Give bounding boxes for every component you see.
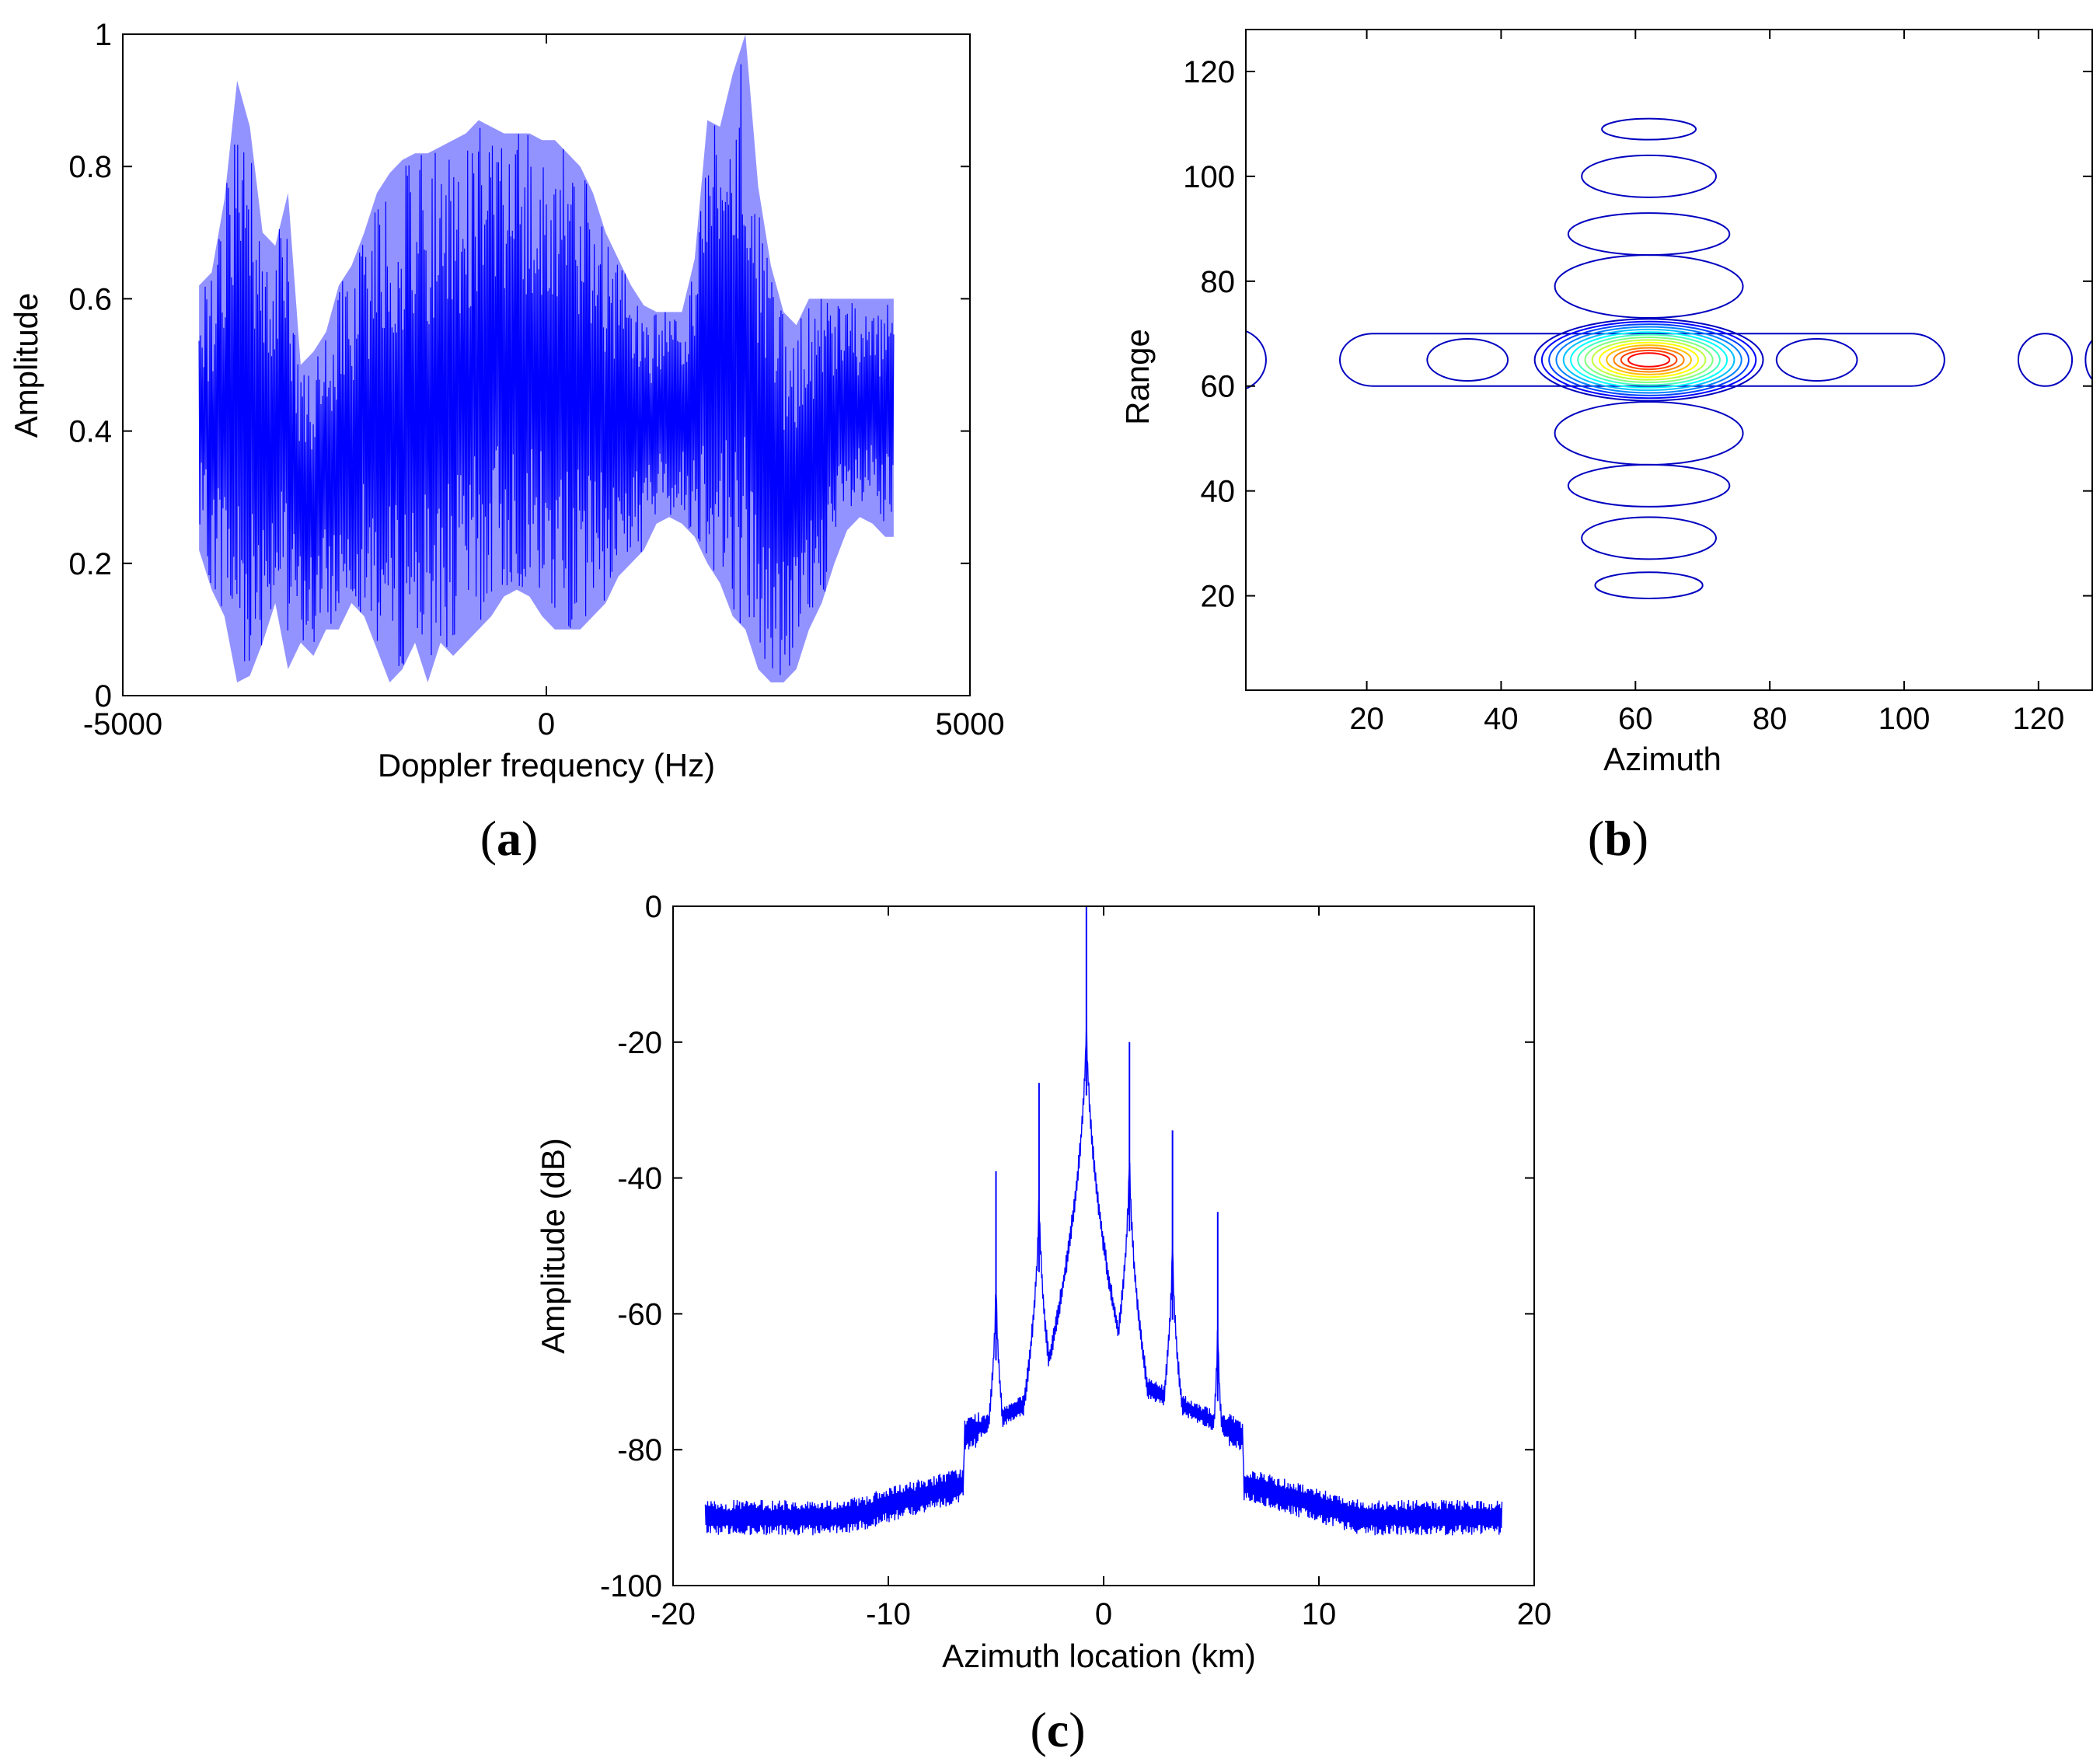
panel-c-xtick-label: -10 bbox=[866, 1597, 911, 1631]
panel-a-ytick-label: 0.4 bbox=[68, 415, 112, 449]
panel-c-xtick-label: 20 bbox=[1517, 1597, 1552, 1631]
panel-c-ytick-label: -40 bbox=[617, 1162, 662, 1196]
panel-b-mainlobe-contour bbox=[1548, 323, 1749, 396]
panel-b-azimuth-sidelobe-band bbox=[1339, 333, 1945, 387]
panel-b-mainlobe-contour bbox=[1613, 347, 1685, 373]
panel-b-mainlobe-contour bbox=[1577, 333, 1721, 386]
panel-b-mainlobe-contour bbox=[1598, 341, 1700, 379]
panel-b-caption-letter: b bbox=[1604, 811, 1632, 866]
panel-c-caption-letter: c bbox=[1047, 1702, 1069, 1757]
panel-a-ytick-label: 1 bbox=[95, 18, 112, 52]
panel-b-mainlobe-contour bbox=[1540, 320, 1757, 400]
panel-a-ytick-label: 0.8 bbox=[68, 150, 112, 184]
panel-a-xtick-label: 5000 bbox=[936, 707, 1005, 741]
panel-a-xtick-label: 0 bbox=[538, 707, 555, 741]
panel-c-ylabel: Amplitude (dB) bbox=[535, 1138, 571, 1354]
panel-b-azimuth-sidelobe-contour bbox=[1775, 338, 1858, 382]
panel-b-xtick-label: 80 bbox=[1753, 702, 1788, 736]
panel-a-series-line bbox=[198, 64, 895, 675]
panel-b-ytick-label: 20 bbox=[1201, 580, 1236, 614]
panel-a-ytick-label: 0 bbox=[95, 679, 112, 714]
panel-b-xtick-label: 40 bbox=[1484, 702, 1519, 736]
panel-c-ytick-label: -100 bbox=[600, 1569, 662, 1603]
panel-b-azimuth-sidelobe-contour bbox=[1246, 330, 1267, 390]
panel-a-ytick-label: 0.6 bbox=[68, 282, 112, 316]
panel-c-ytick-label: -60 bbox=[617, 1297, 662, 1331]
panel-b-contour-plot: 20 40 60 80 100 120 20 40 60 80 100 120 Azimuth Ran… bbox=[1119, 29, 2093, 866]
panel-b-mainlobe-contour bbox=[1627, 352, 1671, 368]
panel-c-series-line bbox=[704, 1014, 1503, 1536]
panel-a-caption-letter: a bbox=[497, 811, 522, 866]
panel-c-ytick-label: 0 bbox=[645, 890, 662, 924]
panel-b-axes-frame bbox=[1245, 29, 2093, 691]
panel-b-ytick-label: 80 bbox=[1201, 265, 1236, 299]
panel-c-azimuth-profile: -20 -10 0 10 20-100-80-60-40-200 Azimuth loc… bbox=[535, 890, 1551, 1757]
panel-b-mainlobe-contour bbox=[1606, 344, 1692, 375]
panel-b-mainlobe-contour bbox=[1620, 349, 1678, 371]
panel-b-range-sidelobe-contour bbox=[1554, 254, 1744, 319]
panel-b-ytick-label: 120 bbox=[1183, 55, 1235, 89]
panel-b-ylabel: Range bbox=[1119, 329, 1156, 425]
panel-c-xtick-label: 0 bbox=[1095, 1597, 1112, 1631]
panel-a-plot-area bbox=[198, 34, 895, 682]
panel-a-caption: (a) bbox=[480, 811, 539, 866]
panel-b-mainlobe-contour bbox=[1569, 331, 1728, 389]
panel-c-plot-area bbox=[704, 906, 1503, 1536]
panel-b-mainlobe-contour bbox=[1584, 336, 1714, 384]
panel-b-range-sidelobe-contour bbox=[1567, 463, 1731, 508]
panel-b-ticks: 20 40 60 80 100 120 20 40 60 80 100 120 bbox=[1183, 30, 2092, 736]
panel-a-xtick-label: -5000 bbox=[83, 707, 162, 741]
panel-b-range-sidelobe-contour bbox=[1581, 154, 1718, 198]
panel-b-xtick-label: 100 bbox=[1878, 702, 1931, 736]
panel-b-azimuth-sidelobe-contour bbox=[1426, 338, 1509, 382]
panel-b-ytick-label: 40 bbox=[1201, 475, 1236, 509]
panel-c-ytick-label: -20 bbox=[617, 1026, 662, 1060]
panel-a-ylabel: Amplitude bbox=[8, 293, 44, 438]
panel-b-xtick-label: 60 bbox=[1618, 702, 1653, 736]
panel-b-azimuth-sidelobe-contour bbox=[2084, 339, 2092, 381]
panel-b-range-sidelobe-contour bbox=[1581, 516, 1718, 560]
panel-b-ytick-label: 60 bbox=[1201, 370, 1236, 404]
panel-b-mainlobe-contour bbox=[1562, 328, 1735, 392]
panel-b-range-sidelobe-contour bbox=[1567, 212, 1731, 256]
panel-b-range-sidelobe-contour bbox=[1601, 117, 1697, 141]
panel-b-azimuth-sidelobe-contour bbox=[2017, 333, 2074, 387]
panel-b-mainlobe-contour bbox=[1533, 318, 1764, 402]
panel-b-range-sidelobe-contour bbox=[1554, 400, 1744, 466]
panel-b-caption: (b) bbox=[1588, 811, 1648, 866]
panel-c-caption: (c) bbox=[1030, 1702, 1085, 1757]
panel-b-plot-area bbox=[1246, 117, 2092, 599]
panel-a-xlabel: Doppler frequency (Hz) bbox=[378, 747, 715, 783]
panel-c-xtick-label: 10 bbox=[1302, 1597, 1337, 1631]
panel-b-range-sidelobe-contour bbox=[1594, 571, 1704, 599]
panel-b-xtick-label: 20 bbox=[1349, 702, 1384, 736]
panel-b-xlabel: Azimuth bbox=[1603, 741, 1722, 777]
panel-c-ticks: -20 -10 0 10 20-100-80-60-40-200 bbox=[600, 890, 1551, 1631]
panel-c-xtick-label: -20 bbox=[651, 1597, 696, 1631]
panel-b-ytick-label: 100 bbox=[1183, 160, 1235, 194]
panel-c-ytick-label: -80 bbox=[617, 1433, 662, 1467]
panel-a-ytick-label: 0.2 bbox=[68, 547, 112, 581]
panel-c-xlabel: Azimuth location (km) bbox=[942, 1638, 1256, 1674]
panel-b-mainlobe-contour bbox=[1555, 326, 1742, 394]
panel-b-mainlobe-contour bbox=[1591, 339, 1707, 381]
panel-b-xtick-label: 120 bbox=[2012, 702, 2064, 736]
